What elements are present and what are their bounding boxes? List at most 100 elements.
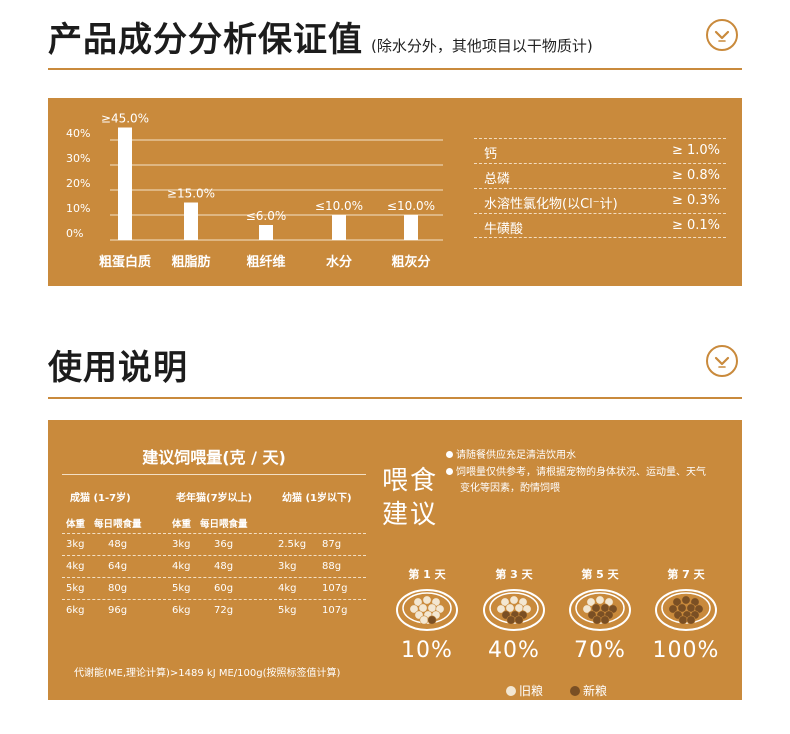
old-kibble [413, 597, 423, 607]
old-kibble [505, 603, 515, 613]
new-kibble [672, 597, 682, 607]
new-kibble [592, 615, 602, 625]
new-kibble [677, 603, 687, 613]
spec-value: ≥ 0.8% [671, 168, 720, 183]
day-percent: 40% [488, 638, 540, 663]
advice-note-cont: 变化等因素，酌情饲喂 [460, 481, 560, 497]
bowl-graphic [655, 589, 717, 631]
group-title: 成猫 (1-7岁) [70, 493, 131, 504]
bowl-icon [394, 582, 460, 632]
new-kibble [686, 615, 696, 625]
usage-panel: 建议饲喂量(克 / 天) 成猫 (1-7岁) 体重 每日喂食量 3kg 48g 4k… [48, 420, 742, 700]
new-kibble [591, 603, 601, 613]
old-kibble [595, 595, 605, 605]
table-row: 6kg 96g [62, 599, 166, 621]
composition-subtitle: (除水分外，其他项目以干物质计) [371, 37, 593, 55]
feeding-group-kitten: 幼猫 (1岁以下) 2.5kg 87g 3kg 88g 4kg 107g 5kg 107… [274, 489, 366, 621]
feeding-group-adult: 成猫 (1-7岁) 体重 每日喂食量 3kg 48g 4kg 64g 5kg 80g 6… [62, 489, 166, 621]
group-header [274, 513, 366, 533]
amount-cell: 64g [108, 561, 128, 572]
table-row: 6kg 72g [168, 599, 272, 621]
usage-divider [48, 397, 742, 399]
old-kibble [418, 603, 428, 613]
feeding-footnote: 代谢能(ME,理论计算)>1489 kJ ME/100g(按照标签值计算) [74, 668, 341, 679]
new-kibble [600, 615, 610, 625]
usage-header: 使用说明 [48, 340, 742, 389]
table-row: 4kg 64g [62, 555, 166, 577]
group-title: 幼猫 (1岁以下) [282, 493, 352, 504]
feeding-title-divider [62, 474, 366, 475]
advice-title: 喂食 建议 [382, 464, 438, 532]
weight-cell: 3kg [278, 561, 297, 572]
new-kibble [427, 615, 437, 625]
category-label: 水分 [326, 254, 352, 270]
spec-name: 水溶性氯化物(以Cl⁻计) [484, 197, 618, 212]
old-kibble [500, 597, 510, 607]
bowl-icon [653, 582, 719, 632]
spec-row: 总磷 ≥ 0.8% [474, 163, 726, 188]
advice-title-line: 建议 [382, 500, 439, 530]
table-row: 3kg 88g [274, 555, 366, 577]
category-label: 粗脂肪 [171, 254, 210, 270]
chevron-down-icon[interactable] [706, 345, 738, 377]
bar [118, 127, 132, 240]
new-kibble [668, 604, 678, 614]
group-header: 体重 每日喂食量 [168, 513, 272, 533]
advice-title-line: 喂食 [382, 466, 439, 496]
chevron-down-icon[interactable] [706, 19, 738, 51]
amount-cell: 72g [214, 605, 234, 616]
bowl-icon [481, 582, 547, 632]
bullet-icon [446, 451, 453, 458]
y-tick-label: 30% [66, 152, 90, 165]
bar [404, 215, 418, 240]
old-kibble [586, 597, 596, 607]
bar [259, 225, 273, 240]
legend-swatch-new [570, 686, 580, 696]
table-row: 4kg 107g [274, 577, 366, 599]
data-label: ≤10.0% [315, 199, 363, 213]
new-kibble [681, 595, 691, 605]
day-label: 第 5 天 [581, 568, 619, 581]
day-percent: 10% [401, 638, 453, 663]
table-row: 3kg 36g [168, 533, 272, 555]
y-tick-label: 0% [66, 227, 83, 240]
day-label: 第 3 天 [495, 568, 533, 581]
old-kibble [496, 604, 506, 614]
weight-cell: 3kg [66, 539, 85, 550]
advice-note-text: 变化等因素，酌情饲喂 [460, 483, 560, 494]
amount-cell: 48g [214, 561, 234, 572]
table-row: 5kg 80g [62, 577, 166, 599]
col-weight: 体重 [66, 519, 86, 530]
data-label: ≥45.0% [101, 112, 149, 126]
weight-cell: 4kg [172, 561, 191, 572]
day-label: 第 7 天 [667, 568, 705, 581]
col-amount: 每日喂食量 [200, 519, 248, 530]
old-kibble [582, 604, 592, 614]
composition-bar-chart: 0% 10% 20% 30% 40% ≥45.0% 粗蛋白质 ≥15.0% 粗脂肪 ≤6.0% 粗纤… [66, 112, 443, 270]
day-percent: 70% [574, 638, 626, 663]
legend-swatch-old [506, 686, 516, 696]
transition-day-1: 第 1 天 10% [388, 566, 466, 663]
transition-day-3: 第 3 天 40% [475, 566, 553, 663]
day-label: 第 1 天 [408, 568, 446, 581]
bowl-graphic [569, 589, 631, 631]
table-row: 5kg 107g [274, 599, 366, 621]
col-weight: 体重 [172, 519, 192, 530]
group-header: 体重 每日喂食量 [62, 513, 166, 533]
advice-note-text: 请随餐供应充足清洁饮用水 [456, 450, 576, 461]
y-tick-label: 10% [66, 202, 90, 215]
composition-header: 产品成分分析保证值 (除水分外，其他项目以干物质计) [48, 12, 742, 61]
amount-cell: 107g [322, 605, 348, 616]
advice-note-text: 饲喂量仅供参考，请根据宠物的身体状况、运动量、天气 [456, 467, 706, 478]
data-label: ≤10.0% [387, 199, 435, 213]
amount-cell: 60g [214, 583, 234, 594]
legend-label: 新粮 [583, 684, 608, 698]
feeding-group-senior: 老年猫(7岁以上) 体重 每日喂食量 3kg 36g 4kg 48g 5kg 60g 6… [168, 489, 272, 621]
amount-cell: 107g [322, 583, 348, 594]
bowl-graphic [483, 589, 545, 631]
weight-cell: 3kg [172, 539, 191, 550]
day-percent: 100% [652, 638, 720, 663]
legend-old: 旧粮 [506, 682, 543, 699]
composition-divider [48, 68, 742, 70]
advice-note: 请随餐供应充足清洁饮用水 [446, 448, 576, 464]
